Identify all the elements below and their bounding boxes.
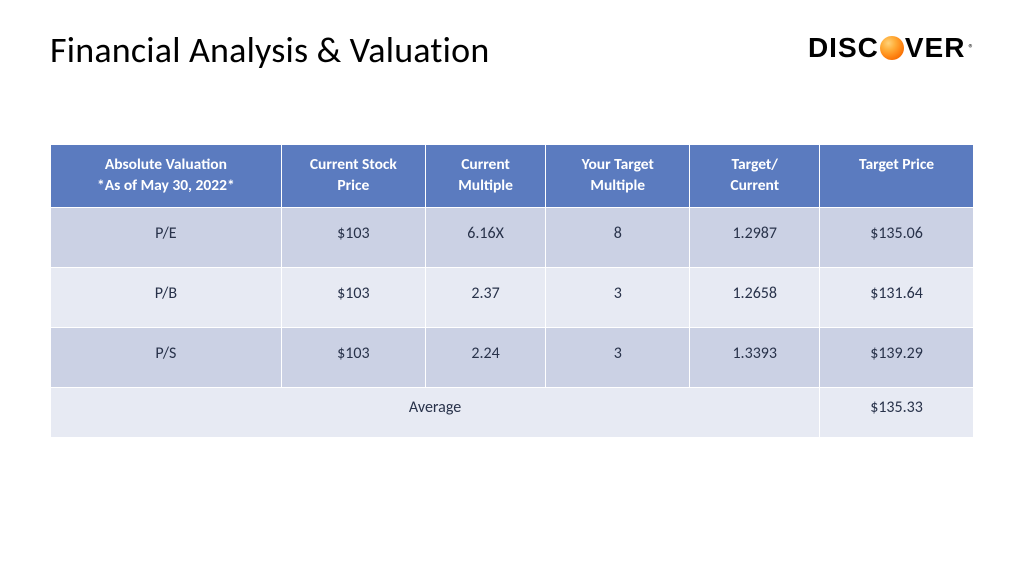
table-row: P/B $103 2.37 3 1.2658 $131.64 — [51, 267, 974, 327]
table-row: P/S $103 2.24 3 1.3393 $139.29 — [51, 327, 974, 387]
cell-metric: P/B — [51, 267, 282, 327]
cell-current-multiple: 2.24 — [425, 327, 545, 387]
col-header-target-current: Target/ Current — [690, 145, 820, 208]
col-header-line1: Target Price — [859, 155, 934, 174]
page-title: Financial Analysis & Valuation — [50, 28, 489, 72]
cell-target-price: $135.06 — [820, 207, 974, 267]
cell-target-current: 1.2987 — [690, 207, 820, 267]
col-header-line1: Target/ — [732, 155, 778, 174]
col-header-line1: Absolute Valuation — [105, 155, 227, 174]
col-header-line2: Current — [696, 176, 813, 197]
col-header-target-price: Target Price — [820, 145, 974, 208]
cell-target-price: $139.29 — [820, 327, 974, 387]
table-header-row: Absolute Valuation *As of May 30, 2022* … — [51, 145, 974, 208]
cell-target-current: 1.3393 — [690, 327, 820, 387]
col-header-line1: Current Stock — [310, 155, 397, 174]
discover-logo: DISC VER ® — [808, 32, 974, 64]
logo-registered: ® — [968, 42, 974, 55]
cell-price: $103 — [281, 327, 425, 387]
cell-target-current: 1.2658 — [690, 267, 820, 327]
cell-price: $103 — [281, 207, 425, 267]
col-header-valuation: Absolute Valuation *As of May 30, 2022* — [51, 145, 282, 208]
cell-target-multiple: 3 — [546, 267, 690, 327]
cell-target-multiple: 3 — [546, 327, 690, 387]
slide: Financial Analysis & Valuation DISC VER … — [0, 0, 1024, 576]
col-header-line1: Current — [461, 155, 510, 174]
cell-current-multiple: 2.37 — [425, 267, 545, 327]
cell-metric: P/S — [51, 327, 282, 387]
table-average-row: Average $135.33 — [51, 387, 974, 437]
col-header-line2: *As of May 30, 2022* — [57, 176, 275, 197]
average-label: Average — [51, 387, 820, 437]
cell-target-price: $131.64 — [820, 267, 974, 327]
cell-price: $103 — [281, 267, 425, 327]
col-header-current-multiple: Current Multiple — [425, 145, 545, 208]
logo-o-icon — [880, 36, 904, 60]
cell-target-multiple: 8 — [546, 207, 690, 267]
logo-text-post: VER — [905, 32, 966, 64]
col-header-line1: Your Target — [582, 155, 654, 174]
cell-current-multiple: 6.16X — [425, 207, 545, 267]
table-row: P/E $103 6.16X 8 1.2987 $135.06 — [51, 207, 974, 267]
cell-metric: P/E — [51, 207, 282, 267]
valuation-table-wrap: Absolute Valuation *As of May 30, 2022* … — [50, 144, 974, 438]
col-header-line2: Price — [288, 176, 419, 197]
header: Financial Analysis & Valuation DISC VER … — [50, 28, 974, 72]
col-header-line2: Multiple — [432, 176, 539, 197]
col-header-target-multiple: Your Target Multiple — [546, 145, 690, 208]
col-header-line2: Multiple — [552, 176, 683, 197]
valuation-table: Absolute Valuation *As of May 30, 2022* … — [50, 144, 974, 438]
logo-text-pre: DISC — [808, 32, 879, 64]
average-value: $135.33 — [820, 387, 974, 437]
col-header-stock-price: Current Stock Price — [281, 145, 425, 208]
